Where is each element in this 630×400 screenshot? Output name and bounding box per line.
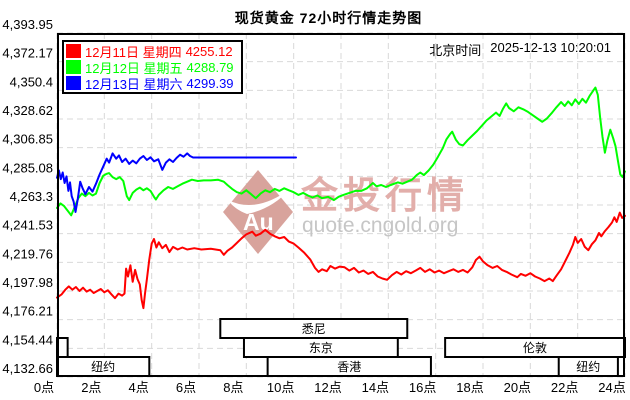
x-axis-label: 20点 [504, 380, 531, 395]
x-axis-label: 12点 [314, 380, 341, 395]
beijing-time: 北京时间 2025-12-13 10:20:01 [429, 40, 611, 59]
y-axis-label: 4,306.85 [2, 132, 53, 147]
session-label: 纽约 [91, 359, 115, 374]
y-axis-label: 4,263.3 [10, 189, 53, 204]
legend-value: 4288.79 [186, 59, 234, 75]
x-axis-label: 24点 [598, 380, 625, 395]
x-axis-label: 6点 [176, 380, 196, 395]
watermark-au-text: Au [243, 209, 274, 235]
legend-label: 12月13日 星期六 [85, 76, 183, 92]
x-axis-label: 8点 [223, 380, 243, 395]
plot-border [57, 33, 625, 377]
watermark: Au 金投行情 quote.cngold.org [223, 170, 469, 254]
axis-layer: 4,393.95 4,372.17 4,350.4 4,328.62 4,306.85 4… [2, 17, 625, 395]
session-label: 东京 [309, 341, 333, 355]
price-line-12月12日 星期五 [56, 86, 626, 217]
beijing-time-value: 2025-12-13 10:20:01 [490, 40, 611, 55]
x-axis-label: 16点 [409, 380, 436, 395]
series-layer [56, 86, 626, 310]
legend-row-dec12: 12月12日 星期五 4288.79 [66, 59, 239, 76]
y-axis-label: 4,197.98 [2, 275, 53, 290]
x-axis-label: 18点 [456, 380, 483, 395]
red-swatch [66, 44, 81, 58]
x-axis-label: 0点 [34, 380, 54, 395]
watermark-swoosh [228, 189, 290, 214]
price-line-12月11日 星期四 [56, 211, 626, 310]
y-axis-label: 4,285.08 [2, 160, 53, 175]
beijing-time-label: 北京时间 [429, 43, 482, 58]
legend-value: 4255.12 [185, 43, 233, 59]
x-axis-label: 10点 [267, 380, 294, 395]
x-axis-label: 4点 [129, 380, 149, 395]
y-axis-label: 4,132.66 [2, 361, 53, 376]
session-label: 纽约 [576, 359, 600, 374]
chart-title: 现货黄金 72小时行情走势图 [234, 10, 423, 26]
x-axis-label: 22点 [551, 380, 578, 395]
x-axis-label: 14点 [362, 380, 389, 395]
legend-label: 12月11日 星期四 [85, 44, 182, 60]
y-axis-label: 4,176.21 [2, 304, 53, 319]
legend-label: 12月12日 星期五 [85, 60, 183, 76]
legend-row-dec11: 12月11日 星期四 4255.12 [66, 43, 239, 60]
price-line-12月13日 星期六 [56, 152, 297, 213]
legend-row-dec13: 12月13日 星期六 4299.39 [66, 75, 239, 92]
session-label: 悉尼 [302, 322, 326, 336]
session-label: 伦敦 [523, 340, 547, 355]
session-label: 香港 [337, 360, 361, 374]
y-axis-label: 4,219.76 [2, 246, 53, 261]
blue-swatch [66, 76, 81, 90]
y-axis-label: 4,328.62 [2, 103, 53, 118]
watermark-url-text: quote.cngold.org [302, 214, 458, 237]
y-axis-label: 4,350.4 [10, 74, 53, 89]
legend-box: 12月11日 星期四 4255.12 12月12日 星期五 4288.79 12… [62, 40, 243, 94]
y-axis-label: 4,241.53 [2, 218, 53, 233]
x-axis-label: 2点 [81, 380, 101, 395]
y-axis-label: 4,372.17 [2, 46, 53, 61]
watermark-diamond-logo [223, 170, 293, 254]
watermark-brand-text: 金投行情 [301, 174, 469, 216]
green-swatch [66, 60, 81, 74]
y-axis-label: 4,154.44 [2, 332, 53, 347]
legend-value: 4299.39 [186, 75, 234, 91]
y-axis-label: 4,393.95 [2, 17, 53, 32]
